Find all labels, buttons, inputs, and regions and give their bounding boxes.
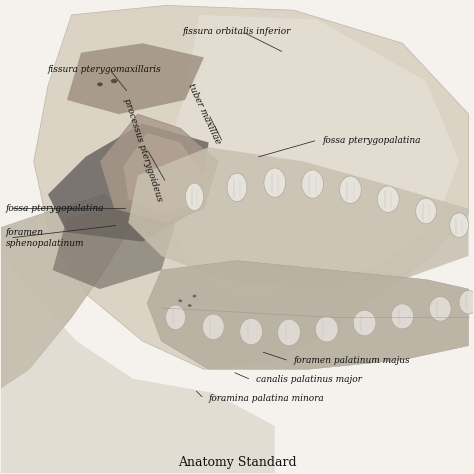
Ellipse shape bbox=[416, 198, 437, 224]
Polygon shape bbox=[53, 204, 175, 289]
Polygon shape bbox=[128, 147, 469, 289]
Ellipse shape bbox=[278, 319, 301, 346]
Polygon shape bbox=[0, 194, 133, 388]
Ellipse shape bbox=[185, 183, 203, 210]
Ellipse shape bbox=[97, 82, 103, 86]
Text: foramen
sphenopalatinum: foramen sphenopalatinum bbox=[5, 228, 84, 247]
Ellipse shape bbox=[302, 170, 323, 198]
Ellipse shape bbox=[429, 297, 451, 321]
Ellipse shape bbox=[165, 305, 185, 329]
Ellipse shape bbox=[192, 295, 196, 298]
Polygon shape bbox=[147, 261, 469, 369]
Ellipse shape bbox=[459, 291, 474, 314]
Text: fissura pterygomaxillaris: fissura pterygomaxillaris bbox=[48, 65, 162, 74]
Polygon shape bbox=[48, 124, 209, 242]
Ellipse shape bbox=[188, 304, 191, 307]
Text: fossa pterygopalatina: fossa pterygopalatina bbox=[322, 136, 420, 145]
Text: foramina palatina minora: foramina palatina minora bbox=[209, 394, 324, 403]
Ellipse shape bbox=[339, 176, 361, 203]
Text: processus pterygoideus: processus pterygoideus bbox=[121, 97, 164, 202]
Polygon shape bbox=[161, 15, 459, 299]
Ellipse shape bbox=[316, 317, 338, 342]
Text: fossa pterygopalatina: fossa pterygopalatina bbox=[5, 204, 104, 213]
Polygon shape bbox=[0, 256, 275, 474]
Ellipse shape bbox=[178, 300, 182, 302]
Text: Anatomy Standard: Anatomy Standard bbox=[178, 456, 296, 469]
Ellipse shape bbox=[111, 79, 118, 83]
Polygon shape bbox=[67, 43, 204, 114]
Text: foramen palatinum majus: foramen palatinum majus bbox=[294, 356, 410, 365]
Ellipse shape bbox=[353, 310, 376, 336]
Ellipse shape bbox=[202, 314, 224, 339]
Ellipse shape bbox=[227, 173, 247, 201]
Ellipse shape bbox=[377, 186, 399, 212]
Text: tuber maxillae: tuber maxillae bbox=[186, 82, 222, 146]
Ellipse shape bbox=[450, 213, 469, 237]
Polygon shape bbox=[34, 5, 469, 369]
Ellipse shape bbox=[392, 304, 413, 329]
Polygon shape bbox=[100, 114, 218, 223]
Ellipse shape bbox=[264, 168, 286, 197]
Ellipse shape bbox=[240, 318, 263, 345]
Text: fissura orbitalis inferior: fissura orbitalis inferior bbox=[183, 27, 291, 36]
Text: canalis palatinus major: canalis palatinus major bbox=[256, 375, 362, 384]
Polygon shape bbox=[124, 133, 204, 213]
